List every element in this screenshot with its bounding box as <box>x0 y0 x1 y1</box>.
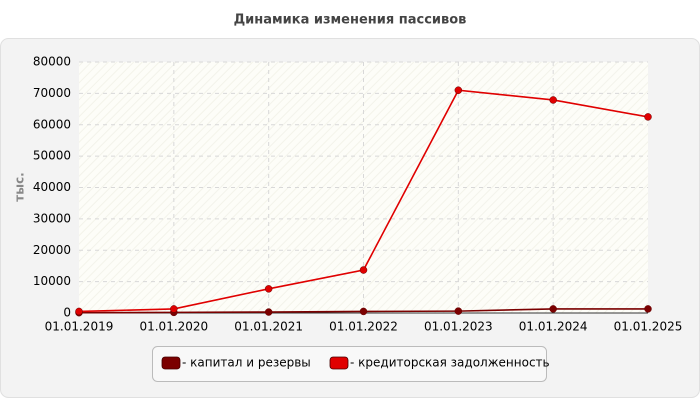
x-tick-label: 01.01.2021 <box>234 320 303 334</box>
y-tick-label: 80000 <box>33 55 71 69</box>
point <box>75 307 83 316</box>
legend-swatch <box>329 356 349 370</box>
point <box>454 86 463 94</box>
x-tick-label: 01.01.2025 <box>614 320 683 334</box>
point <box>644 113 652 121</box>
x-tick-label: 01.01.2019 <box>45 320 114 334</box>
x-tick-label: 01.01.2020 <box>139 320 208 334</box>
point <box>359 266 368 274</box>
y-tick-label: 50000 <box>33 149 71 163</box>
y-tick-label: 10000 <box>33 274 71 288</box>
point <box>264 285 273 293</box>
y-tick-label: 0 <box>63 306 71 320</box>
x-tick-label: 01.01.2023 <box>424 320 493 334</box>
point <box>359 307 368 316</box>
y-tick-label: 40000 <box>33 180 71 194</box>
x-tick-label: 01.01.2022 <box>329 320 398 334</box>
chart-title: Динамика изменения пассивов <box>234 13 467 28</box>
y-tick-label: 60000 <box>33 117 71 131</box>
legend <box>152 346 547 382</box>
y-tick-label: 20000 <box>33 243 71 257</box>
x-tick-label: 01.01.2024 <box>519 320 588 334</box>
legend-label: - капитал и резервы <box>182 356 311 370</box>
legend-swatch <box>161 356 181 370</box>
legend-label: - кредиторская задолженность <box>350 356 550 370</box>
point <box>644 305 652 313</box>
point <box>170 305 178 313</box>
y-tick-label: 30000 <box>33 211 71 225</box>
point <box>549 96 557 104</box>
y-axis-label: тыс. <box>13 172 27 201</box>
point <box>549 305 557 313</box>
point <box>264 308 273 316</box>
point <box>454 307 463 315</box>
y-tick-label: 70000 <box>33 86 71 100</box>
